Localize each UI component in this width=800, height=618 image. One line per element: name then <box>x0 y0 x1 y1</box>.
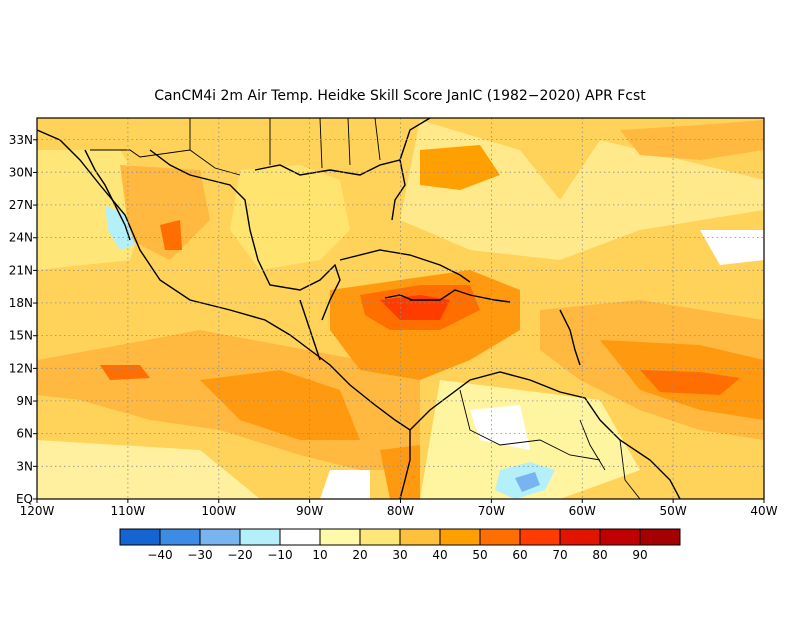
lon-label: 40W <box>750 504 777 518</box>
colorbar-label: 80 <box>592 548 607 562</box>
graticule <box>37 118 764 499</box>
lat-label: 3N <box>16 459 33 473</box>
lat-label: 27N <box>9 198 33 212</box>
colorbar-box <box>479 528 521 546</box>
skill-contour-60-west <box>100 365 150 380</box>
colorbar-label: 40 <box>432 548 447 562</box>
lon-label: 50W <box>660 504 687 518</box>
colorbar-label: 30 <box>392 548 407 562</box>
colorbar-box <box>639 528 681 546</box>
colorbar-label: 50 <box>472 548 487 562</box>
colorbar-box <box>199 528 241 546</box>
political-borders <box>90 118 641 499</box>
lon-label: 110W <box>110 504 145 518</box>
colorbar-box <box>159 528 201 546</box>
lat-label: 18N <box>9 296 33 310</box>
axis-ticks <box>33 139 765 503</box>
map-panel: EQ 3N 6N 9N 12N 15N 18N 21N 24N 27N 30N 33N 120W 110… <box>9 117 778 518</box>
colorbar-label: −20 <box>227 548 252 562</box>
colorbar-label: 70 <box>552 548 567 562</box>
skill-contour-60-mexico <box>160 220 182 250</box>
longitude-labels: 120W 110W 100W 90W 80W 70W 60W 50W 40W <box>20 504 778 518</box>
lat-label: 12N <box>9 361 33 375</box>
skill-contour-neg-baja <box>105 205 135 250</box>
lat-label: 24N <box>9 231 33 245</box>
colorbar-box <box>279 528 321 546</box>
colorbar-box <box>519 528 561 546</box>
skill-contour-20-gulf <box>230 165 350 270</box>
lat-label: 6N <box>16 427 33 441</box>
colorbar-label: 20 <box>352 548 367 562</box>
colorbar-label: 10 <box>312 548 327 562</box>
lon-label: 70W <box>478 504 505 518</box>
colorbar: −40 −30 −20 −10 10 20 30 40 50 60 70 80 90 <box>119 528 681 562</box>
lon-label: 60W <box>569 504 596 518</box>
skill-contour-20-pacific <box>37 440 260 499</box>
skill-contour-10-venezuela <box>470 405 530 450</box>
colorbar-box <box>359 528 401 546</box>
lat-label: EQ <box>16 492 33 506</box>
skill-contour-70-caribbean <box>380 295 450 320</box>
colorbar-boxes <box>119 528 681 546</box>
colorbar-box <box>399 528 441 546</box>
colorbar-labels: −40 −30 −20 −10 10 20 30 40 50 60 70 80 90 <box>147 548 647 562</box>
lat-label: 15N <box>9 329 33 343</box>
figure-title: CanCM4i 2m Air Temp. Heidke Skill Score … <box>154 88 646 104</box>
colorbar-box <box>559 528 601 546</box>
colorbar-label: −40 <box>147 548 172 562</box>
colorbar-box <box>439 528 481 546</box>
colorbar-box <box>119 528 161 546</box>
lon-label: 100W <box>201 504 236 518</box>
colorbar-label: −30 <box>187 548 212 562</box>
skill-field <box>37 118 764 499</box>
skill-contour-neg-amazon-core <box>515 472 540 492</box>
colorbar-label: 60 <box>512 548 527 562</box>
colorbar-box <box>599 528 641 546</box>
coastlines <box>37 118 681 499</box>
colorbar-label: −10 <box>267 548 292 562</box>
skill-contour-50-pacific <box>200 370 360 440</box>
colorbar-box <box>239 528 281 546</box>
skill-contour-40-mexico <box>120 165 210 260</box>
lat-label: 9N <box>16 394 33 408</box>
skill-contour-60-atlantic <box>640 370 740 395</box>
skill-contour-10-pacific <box>320 470 370 499</box>
latitude-labels: EQ 3N 6N 9N 12N 15N 18N 21N 24N 27N 30N 33N <box>9 133 33 506</box>
lon-label: 80W <box>387 504 414 518</box>
colorbar-label: 90 <box>632 548 647 562</box>
lat-label: 30N <box>9 165 33 179</box>
skill-contour-40-northeast <box>620 120 764 160</box>
lon-label: 90W <box>296 504 323 518</box>
lat-label: 21N <box>9 263 33 277</box>
lon-label: 120W <box>20 504 55 518</box>
lat-label: 33N <box>9 133 33 147</box>
skill-contour-10-east <box>700 230 764 265</box>
colorbar-box <box>319 528 361 546</box>
skill-contour-50-northeast <box>420 145 500 190</box>
